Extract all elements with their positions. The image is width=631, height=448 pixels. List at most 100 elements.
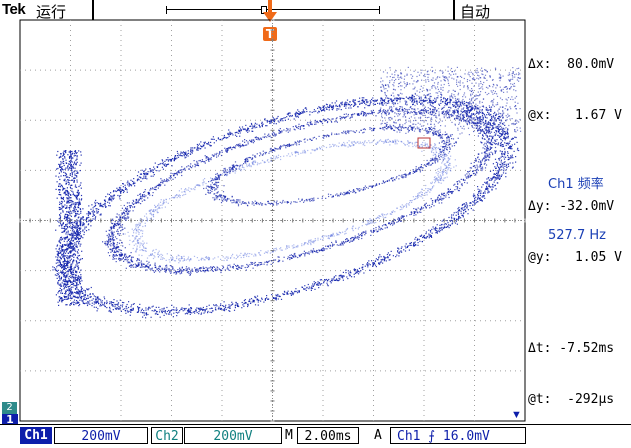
trace-point — [264, 134, 265, 135]
trace-point — [183, 308, 184, 309]
trace-point — [473, 166, 474, 167]
trace-point — [345, 117, 346, 118]
trace-point — [367, 101, 368, 102]
trace-point — [389, 113, 390, 114]
trace-point — [450, 99, 451, 100]
trace-point — [190, 271, 191, 272]
trace-point — [337, 122, 338, 123]
trace-point — [490, 124, 491, 125]
trace-point — [156, 311, 157, 312]
trace-point — [485, 189, 486, 190]
trace-point — [380, 109, 381, 110]
trace-point — [66, 232, 67, 233]
trace-point — [430, 230, 431, 231]
trace-point — [185, 153, 186, 154]
trace-point — [444, 193, 445, 194]
trace-point — [92, 303, 93, 304]
trace-point — [355, 238, 356, 239]
trace-point — [117, 233, 118, 234]
trace-point — [88, 229, 89, 230]
trace-point — [342, 232, 343, 233]
trace-point — [138, 308, 139, 309]
trace-point — [142, 178, 143, 179]
trace-point — [503, 128, 504, 129]
trace-point — [441, 109, 442, 110]
trace-point — [241, 268, 242, 269]
trace-point — [156, 268, 157, 269]
trace-point — [202, 184, 203, 185]
trace-point — [336, 279, 337, 280]
trace-point — [363, 112, 364, 113]
trace-point — [281, 130, 282, 131]
trace-point — [372, 113, 373, 114]
trace-point — [276, 295, 277, 296]
trace-point — [146, 213, 147, 214]
trace-point — [476, 202, 477, 203]
trace-point — [468, 104, 469, 105]
trace-point — [465, 180, 466, 181]
trace-point — [84, 228, 85, 229]
trace-point — [184, 155, 185, 156]
trace-point — [378, 110, 379, 111]
trace-point — [423, 207, 424, 208]
trace-point — [139, 262, 140, 263]
trace-point — [430, 113, 431, 114]
trace-point — [164, 161, 165, 162]
trace-point — [502, 164, 503, 165]
trace-point — [247, 142, 248, 143]
trace-point — [466, 178, 467, 179]
trace-point — [431, 151, 432, 152]
trace-point — [128, 307, 129, 308]
trace-point — [353, 239, 354, 240]
trace-point — [254, 296, 255, 297]
trace-point — [357, 142, 358, 143]
trace-point — [271, 120, 272, 121]
trace-point — [491, 186, 492, 187]
trace-point — [386, 95, 387, 96]
trace-point — [362, 235, 363, 236]
trace-point — [445, 101, 446, 102]
trace-point — [183, 269, 184, 270]
trace-point — [142, 309, 143, 310]
trace-point — [183, 169, 184, 170]
trace-point — [474, 165, 475, 166]
trace-point — [393, 223, 394, 224]
trace-point — [144, 267, 145, 268]
trace-point — [503, 167, 504, 168]
trace-point — [254, 141, 255, 142]
trace-point — [422, 237, 423, 238]
trace-point — [177, 155, 178, 156]
trace-point — [100, 299, 101, 300]
trace-point — [310, 123, 311, 124]
trace-point — [71, 238, 72, 239]
trace-point — [98, 209, 99, 210]
trace-point — [102, 300, 103, 301]
trace-point — [187, 268, 188, 269]
trace-point — [56, 275, 57, 276]
trace-point — [378, 113, 379, 114]
trace-point — [440, 228, 441, 229]
trace-point — [458, 217, 459, 218]
trace-point — [158, 270, 159, 271]
trace-point — [116, 300, 117, 301]
trace-point — [386, 260, 387, 261]
trace-point — [475, 123, 476, 124]
trace-point — [499, 158, 500, 159]
trace-point — [260, 301, 261, 302]
trace-point — [114, 304, 115, 305]
trace-point — [140, 223, 141, 224]
trace-point — [125, 215, 126, 216]
trace-point — [504, 148, 505, 149]
trace-point — [347, 142, 348, 143]
trace-point — [143, 192, 144, 193]
trace-point — [166, 159, 167, 160]
trace-point — [370, 102, 371, 103]
trace-point — [473, 131, 474, 132]
trace-point — [173, 307, 174, 308]
trace-point — [177, 153, 178, 154]
trace-point — [425, 195, 426, 196]
trace-point — [431, 235, 432, 236]
trace-point — [307, 122, 308, 123]
trace-point — [505, 131, 506, 132]
trace-point — [352, 117, 353, 118]
